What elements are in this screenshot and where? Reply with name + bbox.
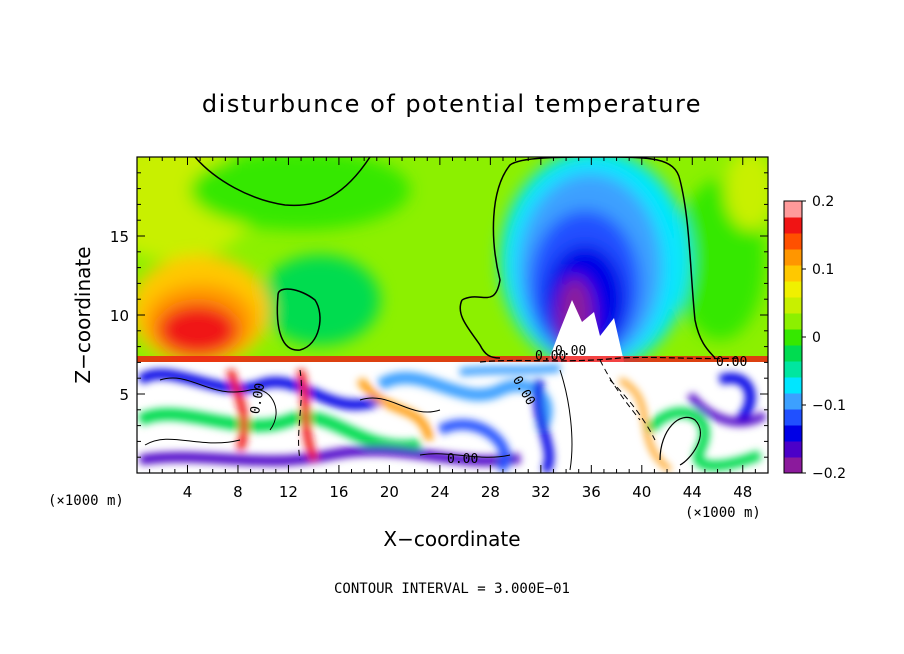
x-tick-label: 48 [733,483,752,501]
contour-interval-note: CONTOUR INTERVAL = 3.000E−01 [334,581,570,597]
contour-label-3: 0.00 [535,349,566,364]
y-axis-label: Z−coordinate [71,246,95,383]
band-d [376,371,553,434]
contour-lower-3 [359,397,441,413]
colorbar-swatch [784,377,802,394]
x-tick-label: 4 [183,483,193,501]
contour-plume-base [459,299,501,359]
contour-lower-4 [559,369,573,471]
contour-top [194,157,371,207]
contour-label-1: 0.00 [248,382,268,415]
contour-center-loop [276,288,321,351]
colorbar-swatch [784,313,802,330]
band-g [296,368,319,462]
y-axis-ticks: 5 10 15 [110,172,768,458]
band-i [533,378,554,473]
x-axis-label: X−coordinate [383,527,520,551]
x-tick-label: 8 [233,483,243,501]
x-tick-label: 32 [531,483,550,501]
x-unit-right: (×1000 m) [685,505,761,521]
colorbar-swatch [784,393,802,410]
colorbar-tick-label: 0 [812,330,821,346]
colorbar-swatch [784,265,802,282]
warm-anomaly-core [158,304,238,356]
colorbar-swatch [784,329,802,346]
contour-dashed-4 [479,356,741,363]
upper-field [137,157,768,370]
band-e [437,419,511,473]
band-n [459,364,561,376]
colorbar-tick-label: −0.2 [812,466,846,482]
x-unit-left: (×1000 m) [48,493,124,509]
plot-area: 0.00 0.00 0.00 0.00 0.00 0.00 [137,157,768,473]
band-h [356,377,434,442]
band-f [226,368,249,452]
band-b [137,408,421,453]
colorbar: 0.2 0.1 0 −0.1 −0.2 [783,194,846,482]
x-tick-label: 24 [430,483,449,501]
contour-label-2: 0.00 [447,452,478,467]
x-tick-label: 28 [481,483,500,501]
colorbar-swatch [784,345,802,362]
y-tick-label: 15 [110,228,129,246]
contour-lower-6 [419,453,511,458]
contour-lower-2 [144,438,241,446]
colorbar-swatch [784,425,802,442]
contour-dashed-2 [298,369,302,461]
band-c [139,445,521,466]
colorbar-swatch [784,361,802,378]
colorbar-swatch [784,249,802,266]
colorbar-swatch [784,281,802,298]
x-tick-label: 16 [329,483,348,501]
colorbar-swatch [784,409,802,426]
colorbar-tick-label: 0.1 [812,262,834,278]
contour-lower-5 [659,416,701,466]
colorbar-swatch [784,233,802,250]
x-tick-label: 40 [632,483,651,501]
inversion-line [137,356,768,362]
x-tick-label: 12 [279,483,298,501]
colorbar-swatch [784,441,802,458]
band-k [645,407,762,471]
x-tick-label: 20 [380,483,399,501]
contour-label-6: 0.00 [555,344,586,359]
colorbar-swatch [784,457,802,474]
y-tick-label: 10 [110,307,129,325]
field-green-top-center [190,157,410,230]
colorbar-swatch [784,217,802,234]
x-axis-ticks: 4 8 12 16 20 24 28 32 36 40 44 48 [149,157,756,501]
contour-dashed-3 [599,359,641,421]
colorbar-tick-label: 0.2 [812,194,834,210]
field-green-center [260,255,380,345]
lower-layer [137,364,768,473]
x-tick-label: 44 [683,483,702,501]
band-j [618,377,672,472]
colorbar-tick-label: −0.1 [812,398,846,414]
contour-lower-1 [159,377,277,431]
colorbar-swatch [784,297,802,314]
x-tick-label: 36 [582,483,601,501]
band-m [686,392,768,427]
contour-value-labels: 0.00 0.00 0.00 0.00 0.00 0.00 [248,344,747,467]
y-tick-label: 5 [119,386,129,404]
contour-label-4: 0.00 [716,355,747,370]
band-a [137,369,382,410]
cold-plume-gap [548,300,624,362]
band-l [718,373,756,424]
field-yellow-right [725,157,768,230]
chart-title: disturbunce of potential temperature [202,90,702,118]
colorbar-swatch [784,201,802,218]
